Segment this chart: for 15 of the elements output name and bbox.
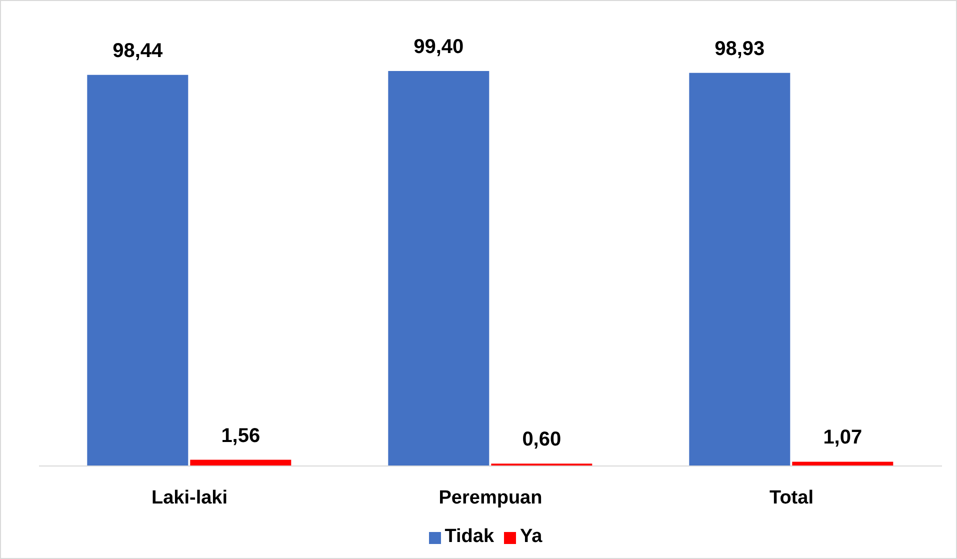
data-label: 1,07 (823, 426, 862, 449)
x-tick-label: Total (770, 487, 814, 508)
bar (689, 72, 790, 466)
bar (792, 462, 894, 466)
data-label: 0,60 (522, 428, 562, 451)
bar (87, 74, 188, 466)
x-tick-label: Perempuan (438, 487, 542, 508)
data-label: 1,56 (221, 424, 260, 447)
x-tick-label: Laki-laki (151, 487, 228, 508)
legend-label: Tidak (444, 526, 494, 547)
bar (388, 71, 490, 466)
data-label: 99,40 (414, 36, 464, 58)
data-label: 98,44 (112, 40, 164, 62)
legend-label: Ya (520, 526, 542, 547)
data-label: 98,93 (714, 38, 765, 60)
